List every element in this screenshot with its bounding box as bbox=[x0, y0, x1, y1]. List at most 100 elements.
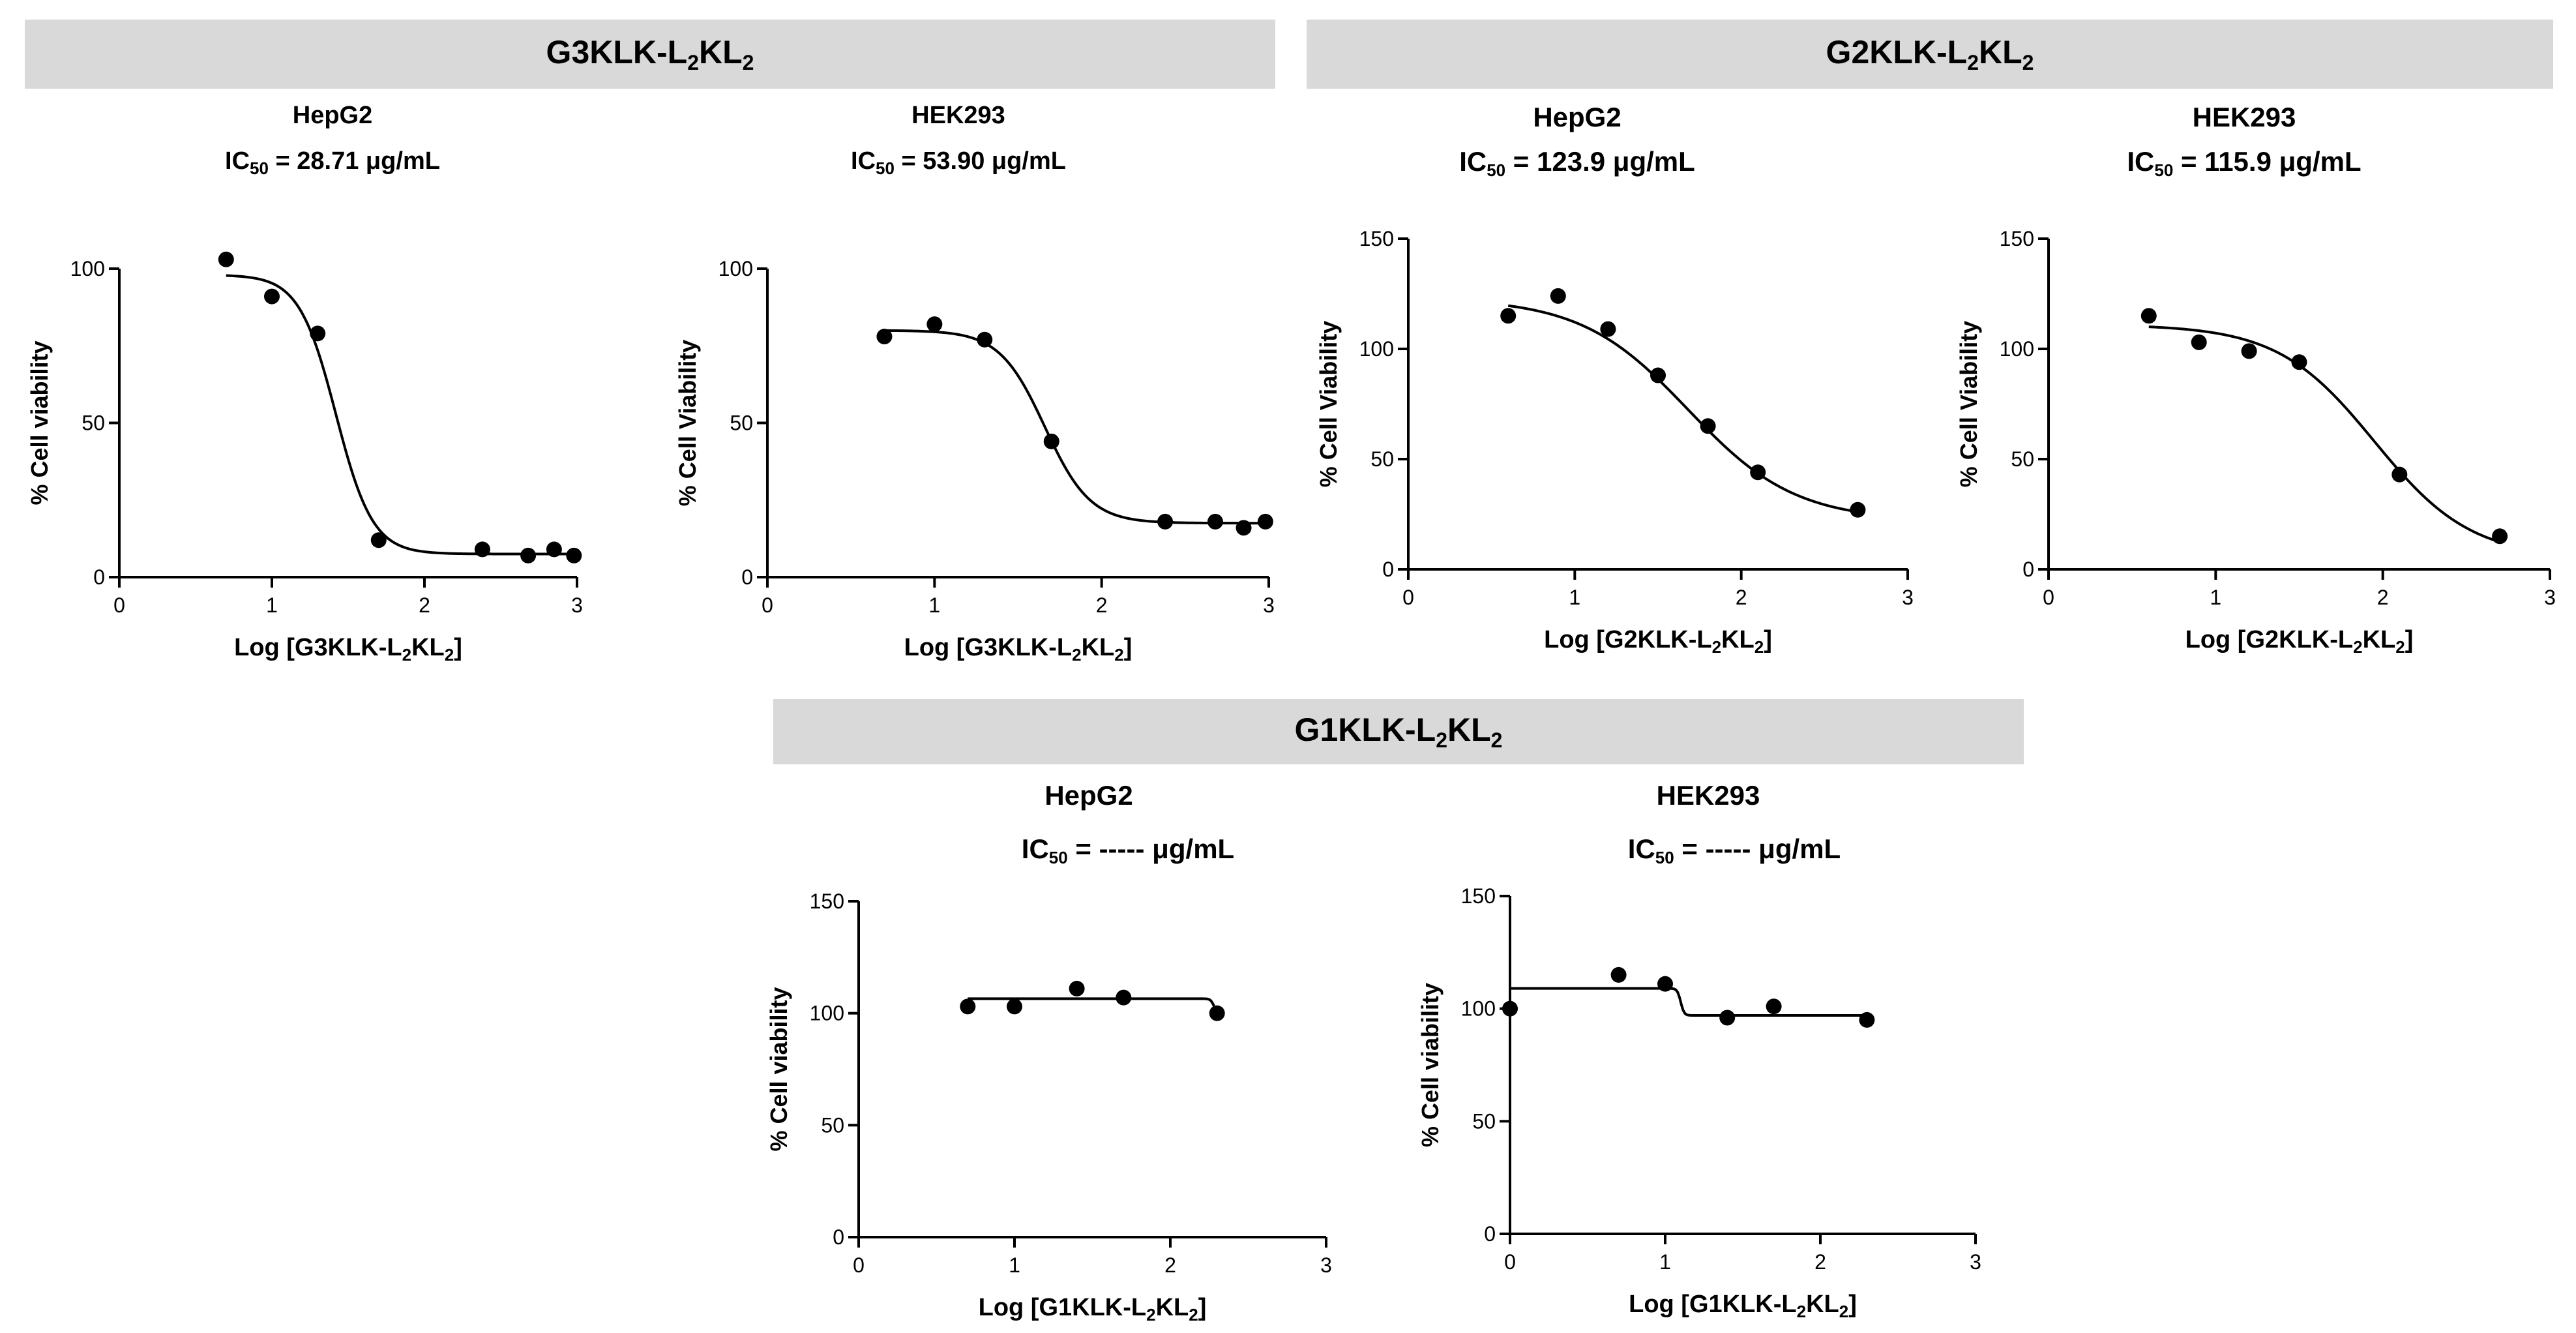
x-tick-label: 3 bbox=[2544, 586, 2556, 609]
data-point bbox=[520, 547, 537, 563]
x-tick-label: 1 bbox=[928, 593, 940, 617]
data-point bbox=[370, 532, 387, 548]
data-point bbox=[1257, 513, 1273, 530]
y-tick-label: 100 bbox=[1359, 337, 1394, 361]
panel-1-ic50: IC50 = 28.71 μg/mL bbox=[225, 147, 440, 178]
fit-curve bbox=[2148, 325, 2500, 544]
y-tick-label: 0 bbox=[2022, 558, 2034, 581]
data-point bbox=[546, 541, 562, 558]
x-axis-label: Log [G2KLK-L2KL2] bbox=[2185, 626, 2414, 657]
y-tick-label: 50 bbox=[1472, 1109, 1496, 1133]
data-point bbox=[1719, 1010, 1736, 1026]
data-point bbox=[1500, 308, 1517, 324]
y-tick-label: 50 bbox=[1370, 447, 1394, 471]
data-point bbox=[876, 329, 893, 345]
data-point bbox=[2140, 308, 2157, 324]
x-tick-label: 0 bbox=[1402, 586, 1414, 609]
x-tick-label: 3 bbox=[1320, 1253, 1332, 1277]
data-point bbox=[1766, 998, 1782, 1015]
fit-curve bbox=[1507, 304, 1858, 513]
panel-6-ic50: IC50 = ----- μg/mL bbox=[1627, 833, 1841, 867]
x-tick-label: 3 bbox=[1970, 1250, 1981, 1274]
data-point bbox=[1657, 976, 1673, 992]
y-tick-label: 100 bbox=[810, 1002, 844, 1025]
group-banner-g2: G2KLK-L2KL2 bbox=[1307, 20, 2553, 89]
panel-6-cell-title: HEK293 bbox=[1656, 780, 1760, 811]
x-tick-label: 0 bbox=[853, 1253, 865, 1277]
x-tick-label: 3 bbox=[1263, 593, 1275, 617]
x-axis-label: Log [G3KLK-L2KL2] bbox=[904, 634, 1133, 665]
data-point bbox=[1207, 513, 1223, 530]
panel-1-cell-title: HepG2 bbox=[292, 102, 373, 129]
y-tick-label: 50 bbox=[81, 412, 105, 435]
data-point bbox=[2191, 334, 2207, 350]
data-point bbox=[310, 325, 326, 342]
data-point bbox=[2492, 528, 2508, 545]
x-tick-label: 3 bbox=[1902, 586, 1914, 609]
data-point bbox=[2291, 354, 2307, 370]
fit-curve bbox=[884, 329, 1269, 525]
y-tick-label: 0 bbox=[1382, 558, 1394, 581]
x-axis-label: Log [G2KLK-L2KL2] bbox=[1544, 626, 1772, 657]
data-point bbox=[926, 316, 943, 333]
x-tick-label: 2 bbox=[2377, 586, 2389, 609]
y-tick-label: 50 bbox=[730, 412, 753, 435]
y-tick-label: 150 bbox=[810, 890, 844, 913]
x-tick-label: 2 bbox=[1096, 593, 1108, 617]
y-tick-label: 100 bbox=[718, 257, 753, 280]
group-banner-g3: G3KLK-L2KL2 bbox=[25, 20, 1275, 89]
panel-2-cell-title: HEK293 bbox=[911, 102, 1005, 129]
y-tick-label: 0 bbox=[1484, 1222, 1496, 1246]
x-tick-label: 1 bbox=[2210, 586, 2221, 609]
x-tick-label: 2 bbox=[1736, 586, 1747, 609]
data-point bbox=[1236, 520, 1252, 536]
y-tick-label: 150 bbox=[2000, 227, 2034, 250]
group-title-g2: G2KLK-L2KL2 bbox=[1826, 34, 2034, 74]
data-point bbox=[1850, 502, 1866, 518]
group-title-g1: G1KLK-L2KL2 bbox=[1294, 711, 1503, 752]
data-point bbox=[2391, 466, 2408, 483]
y-axis-label: % Cell Viability bbox=[674, 340, 701, 506]
data-point bbox=[1859, 1011, 1875, 1028]
data-point bbox=[566, 547, 582, 563]
data-point bbox=[218, 251, 234, 267]
x-tick-label: 2 bbox=[1164, 1253, 1176, 1277]
panel-5-ic50: IC50 = ----- μg/mL bbox=[1021, 833, 1235, 867]
group-banner-g1: G1KLK-L2KL2 bbox=[773, 699, 2024, 764]
x-tick-label: 3 bbox=[571, 593, 583, 617]
fit-curve bbox=[1510, 987, 1867, 1017]
y-tick-label: 50 bbox=[2011, 447, 2034, 471]
y-axis-label: % Cell viability bbox=[765, 987, 792, 1151]
data-point bbox=[1650, 367, 1666, 383]
x-tick-label: 1 bbox=[1569, 586, 1580, 609]
y-tick-label: 150 bbox=[1461, 884, 1496, 908]
data-point bbox=[1157, 513, 1174, 530]
y-tick-label: 100 bbox=[70, 257, 105, 280]
data-point bbox=[960, 998, 976, 1015]
x-axis-label: Log [G1KLK-L2KL2] bbox=[1629, 1291, 1857, 1321]
panel-3-cell-title: HepG2 bbox=[1533, 102, 1621, 132]
y-tick-label: 150 bbox=[1359, 227, 1394, 250]
y-axis-label: % Cell Viability bbox=[1315, 321, 1342, 487]
y-tick-label: 100 bbox=[2000, 337, 2034, 361]
x-tick-label: 1 bbox=[266, 593, 278, 617]
data-point bbox=[1007, 998, 1022, 1015]
x-axis-label: Log [G1KLK-L2KL2] bbox=[979, 1294, 1207, 1325]
data-point bbox=[2241, 343, 2257, 359]
panel-5-cell-title: HepG2 bbox=[1044, 780, 1133, 811]
data-point bbox=[1209, 1005, 1225, 1021]
x-tick-label: 1 bbox=[1659, 1250, 1671, 1274]
data-point bbox=[1700, 418, 1716, 434]
y-tick-label: 0 bbox=[833, 1225, 844, 1249]
x-tick-label: 0 bbox=[2043, 586, 2054, 609]
data-point bbox=[1550, 288, 1566, 304]
fit-curve bbox=[968, 997, 1219, 1012]
fit-curve bbox=[226, 274, 577, 556]
panel-4-cell-title: HEK293 bbox=[2192, 102, 2296, 132]
data-point bbox=[474, 541, 490, 558]
data-point bbox=[1750, 464, 1766, 481]
